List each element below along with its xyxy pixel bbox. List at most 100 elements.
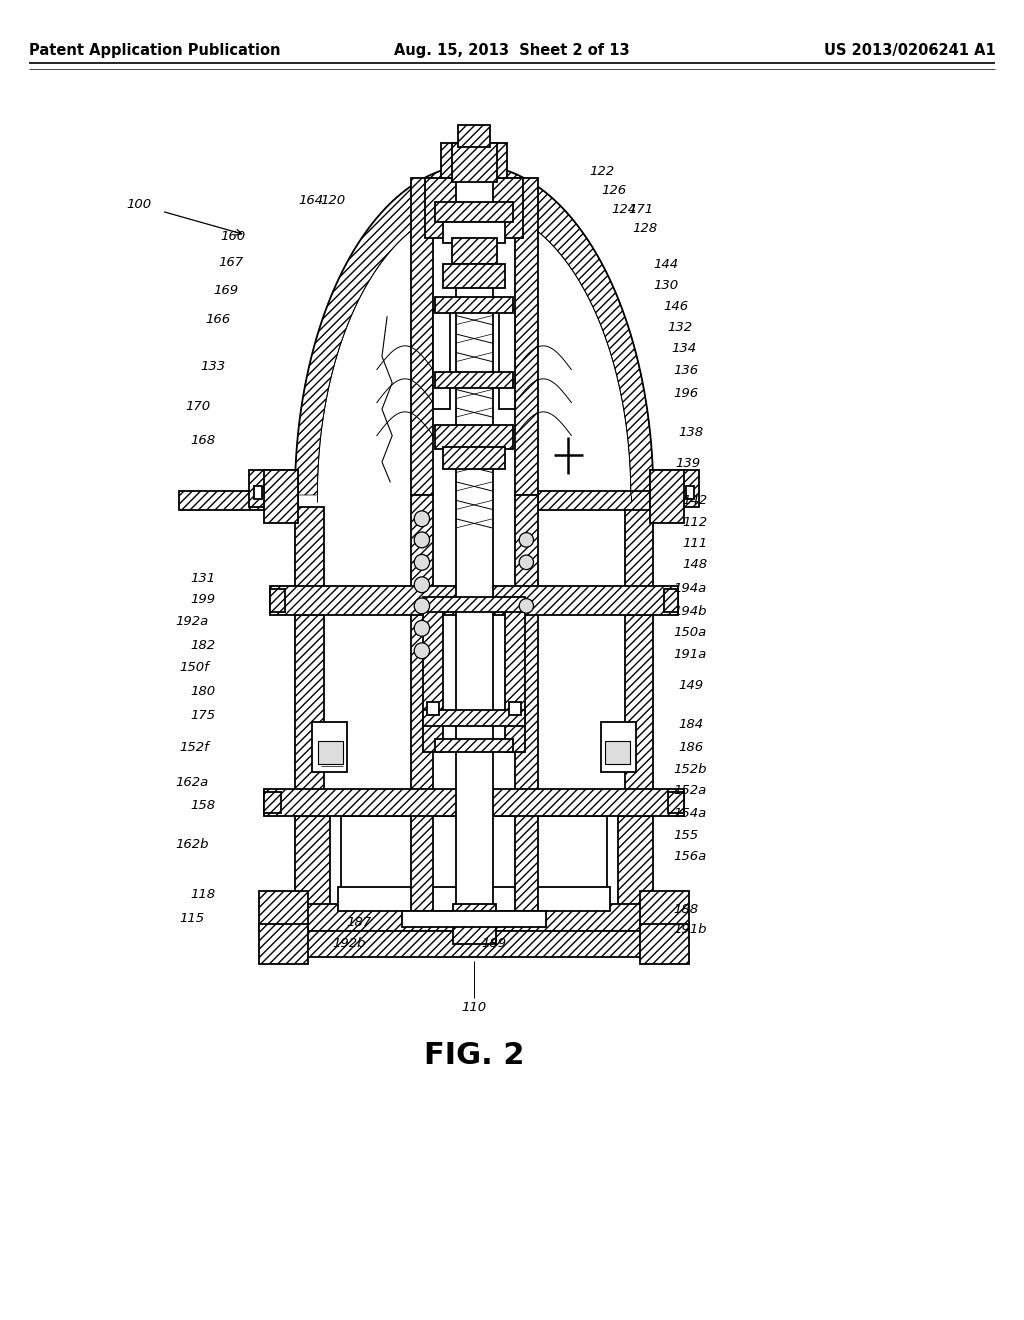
Bar [625, 615, 653, 808]
Bar [515, 495, 538, 911]
Bar [640, 924, 689, 964]
Text: 126: 126 [601, 183, 627, 197]
Text: 162a: 162a [176, 776, 209, 789]
Text: US 2013/0206241 A1: US 2013/0206241 A1 [823, 42, 995, 58]
Bar [453, 904, 496, 944]
Text: 180: 180 [189, 685, 215, 698]
Bar [295, 816, 330, 911]
Bar [435, 202, 513, 222]
Text: 134: 134 [672, 342, 697, 355]
Text: 156a: 156a [674, 850, 707, 863]
Ellipse shape [414, 598, 430, 614]
Text: 131: 131 [189, 572, 215, 585]
Bar [668, 792, 684, 813]
Bar [276, 904, 672, 931]
Text: FIG. 2: FIG. 2 [424, 1041, 524, 1071]
Text: 133: 133 [200, 360, 225, 374]
Bar [423, 710, 525, 726]
Text: 136: 136 [674, 364, 699, 378]
Bar [686, 486, 694, 499]
Bar [259, 891, 308, 931]
Bar [605, 741, 630, 764]
Bar [425, 178, 523, 238]
Text: Aug. 15, 2013  Sheet 2 of 13: Aug. 15, 2013 Sheet 2 of 13 [394, 42, 630, 58]
Bar [456, 178, 493, 911]
Text: 112: 112 [682, 516, 708, 529]
Bar [433, 310, 450, 409]
Text: 150f: 150f [179, 661, 209, 675]
Bar [452, 238, 497, 264]
Text: 148: 148 [682, 558, 708, 572]
Text: 194b: 194b [674, 605, 708, 618]
Text: 120: 120 [319, 194, 345, 207]
Text: 128: 128 [633, 222, 658, 235]
Bar [259, 924, 308, 964]
Bar [505, 610, 525, 752]
Bar [441, 143, 507, 178]
Bar [276, 931, 672, 957]
Text: 139: 139 [676, 457, 701, 470]
Bar [664, 589, 678, 612]
Bar [435, 372, 513, 388]
Text: 100: 100 [126, 198, 152, 211]
Bar [264, 470, 298, 523]
Text: 162b: 162b [175, 838, 209, 851]
Bar [443, 222, 505, 243]
Text: 189: 189 [481, 937, 507, 950]
Bar [443, 264, 505, 288]
Ellipse shape [414, 532, 430, 548]
Bar [423, 610, 443, 752]
Bar [249, 470, 298, 507]
Ellipse shape [414, 554, 430, 570]
Text: 164: 164 [298, 194, 324, 207]
Text: 130: 130 [653, 279, 679, 292]
Ellipse shape [414, 577, 430, 593]
Bar [538, 491, 653, 510]
Text: 175: 175 [189, 709, 215, 722]
Bar [324, 610, 625, 615]
Text: 192a: 192a [176, 615, 209, 628]
Bar [254, 486, 262, 499]
Bar [270, 589, 285, 612]
Bar [650, 470, 699, 507]
Bar [402, 911, 546, 927]
Bar [435, 425, 513, 449]
Bar [499, 310, 515, 409]
Ellipse shape [414, 620, 430, 636]
Bar [423, 597, 525, 612]
Text: 194a: 194a [674, 582, 707, 595]
Bar [341, 816, 607, 898]
Text: 188: 188 [674, 903, 699, 916]
Text: 144: 144 [653, 257, 679, 271]
Text: Patent Application Publication: Patent Application Publication [29, 42, 281, 58]
Bar [411, 495, 433, 911]
Text: 191a: 191a [674, 648, 707, 661]
Polygon shape [295, 165, 653, 495]
Ellipse shape [414, 511, 430, 527]
Text: 152f: 152f [179, 741, 209, 754]
Bar [312, 722, 347, 772]
Text: 138: 138 [678, 426, 703, 440]
Bar [295, 615, 324, 808]
Bar [650, 470, 684, 523]
Polygon shape [295, 165, 653, 495]
Text: 152a: 152a [674, 784, 707, 797]
Text: 171: 171 [629, 203, 654, 216]
Bar [515, 178, 538, 495]
Text: 169: 169 [213, 284, 239, 297]
Text: 158: 158 [189, 799, 215, 812]
Bar [179, 491, 295, 510]
Bar [601, 722, 636, 772]
Bar [640, 891, 689, 931]
Bar [264, 789, 684, 816]
Text: 186: 186 [678, 741, 703, 754]
Bar [270, 586, 678, 615]
Text: 160: 160 [220, 230, 246, 243]
Bar [509, 702, 521, 715]
Ellipse shape [519, 532, 534, 546]
Bar [264, 792, 281, 813]
Text: 192b: 192b [332, 937, 366, 950]
Text: 170: 170 [185, 400, 211, 413]
Text: 122: 122 [590, 165, 615, 178]
Text: 152b: 152b [674, 763, 708, 776]
